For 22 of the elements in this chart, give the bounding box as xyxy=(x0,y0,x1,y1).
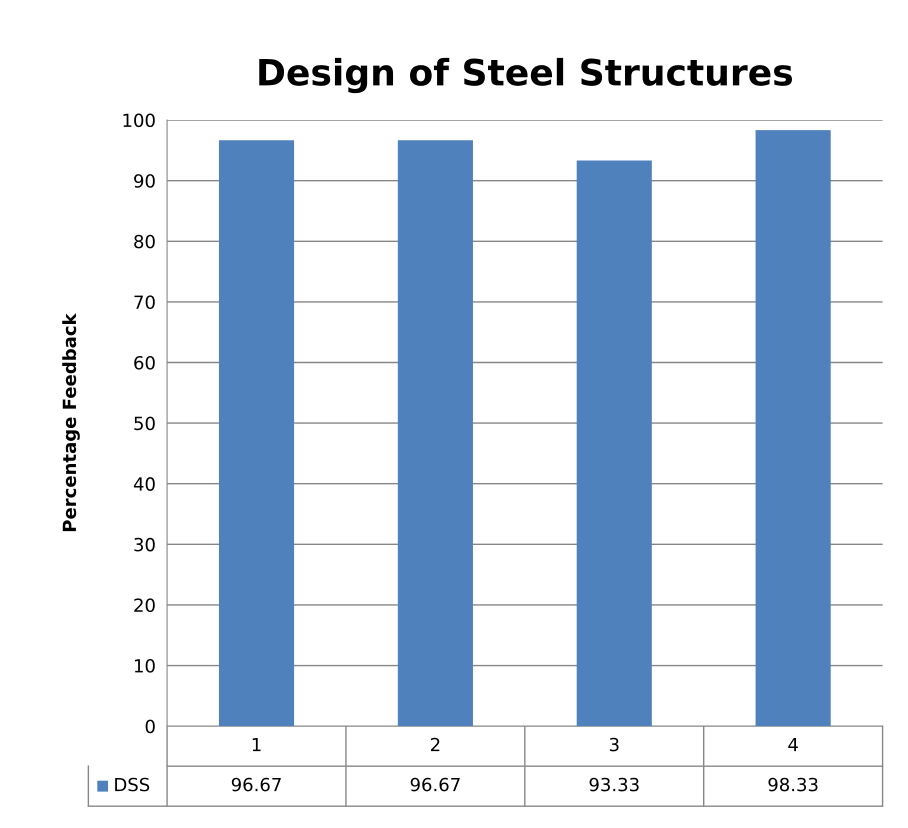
x-tick-label: 3 xyxy=(610,738,619,752)
y-tick-label: 30 xyxy=(134,538,155,552)
y-tick-label: 80 xyxy=(134,234,155,248)
y-tick-label: 90 xyxy=(134,174,155,188)
data-label: 93.33 xyxy=(590,778,639,792)
y-tick-label: 60 xyxy=(134,356,155,370)
y-tick-label: 40 xyxy=(134,477,155,491)
y-tick-label: 10 xyxy=(134,659,155,673)
y-tick-label: 70 xyxy=(134,295,155,310)
y-tick-label: 50 xyxy=(134,416,155,430)
x-tick-label: 1 xyxy=(252,738,261,752)
data-label: 96.67 xyxy=(232,778,281,792)
data-label: 96.67 xyxy=(410,778,460,792)
chart-title: Design of Steel Structures xyxy=(259,58,792,94)
y-tick-label: 0 xyxy=(146,720,155,734)
legend-label: DSS xyxy=(115,778,150,792)
y-tick-label: 20 xyxy=(134,598,155,612)
data-label: 98.33 xyxy=(768,778,818,792)
x-tick-label: 2 xyxy=(430,738,440,752)
y-axis-title: Percentage Feedback xyxy=(62,313,80,532)
x-tick-label: 4 xyxy=(788,738,798,752)
y-tick-label: 100 xyxy=(123,114,155,128)
